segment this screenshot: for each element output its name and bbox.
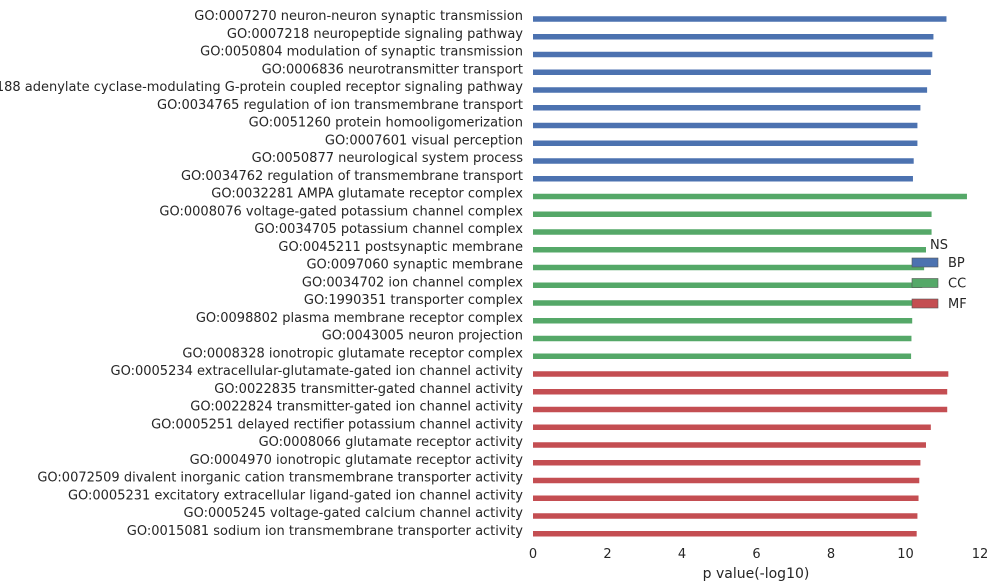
category-label: GO:0022835 transmitter-gated channel act… (214, 382, 523, 397)
bar-bp (533, 158, 914, 164)
bar-bp (533, 105, 921, 111)
bar-mf (533, 424, 931, 430)
category-label: GO:0004970 ionotropic glutamate receptor… (190, 453, 524, 468)
category-label: GO:0032281 AMPA glutamate receptor compl… (211, 187, 523, 202)
bar-cc (533, 264, 925, 271)
bar-bp (533, 140, 918, 146)
category-label: GO:0008076 voltage-gated potassium chann… (159, 204, 523, 219)
x-tick-label: 12 (972, 547, 989, 562)
legend-label-cc: CC (948, 277, 966, 292)
bar-cc (533, 300, 921, 306)
legend-swatch-cc (911, 278, 939, 288)
category-label: GO:0097060 synaptic membrane (306, 258, 523, 273)
category-label: GO:0034762 regulation of transmembrane t… (181, 169, 523, 184)
bar-cc (533, 318, 913, 324)
bar-bp (533, 122, 918, 129)
bar-cc (533, 211, 932, 217)
x-axis-ticks: 0 2 4 6 8 10 12 (529, 547, 988, 562)
legend-title: NS (930, 238, 948, 253)
bar-group (533, 16, 967, 537)
bar-cc (533, 247, 926, 253)
legend-swatch-mf (911, 298, 939, 309)
bar-bp (533, 87, 928, 93)
category-label: GO:0045211 postsynaptic membrane (278, 240, 523, 255)
bar-mf (533, 495, 919, 501)
bar-mf (533, 442, 926, 448)
bar-cc (533, 193, 967, 200)
legend: NS BP CC MF (911, 238, 967, 312)
category-label: GO:0008328 ionotropic glutamate receptor… (182, 346, 523, 361)
category-label: GO:0007218 neuropeptide signaling pathwa… (227, 27, 523, 42)
bar-bp (533, 16, 947, 22)
legend-swatch-bp (911, 257, 939, 268)
category-label: GO:0022824 transmitter-gated ion channel… (190, 400, 523, 415)
category-label: GO:0005251 delayed rectifier potassium c… (151, 417, 523, 432)
x-tick-label: 6 (752, 547, 760, 562)
category-label: GO:0005231 excitatory extracellular liga… (68, 488, 523, 503)
bar-bp (533, 34, 934, 40)
bar-mf (533, 513, 918, 519)
x-tick-label: 0 (529, 547, 537, 562)
category-label: GO:0034765 regulation of ion transmembra… (157, 98, 523, 113)
category-label: GO:0050804 modulation of synaptic transm… (200, 45, 523, 60)
bar-mf (533, 460, 921, 466)
category-label: GO:0050877 neurological system process (252, 151, 524, 166)
category-labels: GO:0007270 neuron-neuron synaptic transm… (0, 9, 523, 539)
category-label: GO:0006836 neurotransmitter transport (262, 62, 523, 77)
category-label: GO:0007270 neuron-neuron synaptic transm… (194, 9, 523, 24)
bar-mf (533, 531, 917, 537)
category-label: GO:1990351 transporter complex (304, 293, 523, 308)
bar-mf (533, 389, 948, 395)
category-label: GO:0007188 adenylate cyclase-modulating … (0, 80, 523, 95)
category-label: GO:0008066 glutamate receptor activity (259, 435, 524, 450)
category-label: GO:0015081 sodium ion transmembrane tran… (127, 524, 523, 539)
category-label: GO:0043005 neuron projection (322, 329, 523, 344)
bar-cc (533, 353, 912, 359)
bar-mf (533, 477, 920, 484)
bar-cc (533, 229, 932, 235)
legend-label-mf: MF (948, 297, 967, 312)
bar-bp (533, 69, 931, 75)
category-label: GO:0034705 potassium channel complex (254, 222, 523, 237)
legend-label-bp: BP (948, 256, 965, 271)
category-label: GO:0007601 visual perception (325, 133, 523, 148)
bar-mf (533, 371, 949, 377)
x-axis-label: p value(-log10) (703, 566, 810, 582)
bar-bp (533, 176, 913, 182)
bar-bp (533, 51, 933, 58)
category-label: GO:0072509 divalent inorganic cation tra… (37, 471, 523, 486)
bar-cc (533, 282, 923, 288)
category-label: GO:0098802 plasma membrane receptor comp… (196, 311, 523, 326)
x-tick-label: 8 (827, 547, 835, 562)
x-tick-label: 10 (897, 547, 914, 562)
category-label: GO:0034702 ion channel complex (302, 275, 523, 290)
x-tick-label: 4 (678, 547, 686, 562)
category-label: GO:0005245 voltage-gated calcium channel… (184, 506, 524, 521)
category-label: GO:0051260 protein homooligomerization (249, 116, 523, 131)
bar-cc (533, 335, 912, 342)
x-tick-label: 2 (603, 547, 611, 562)
bar-mf (533, 406, 948, 413)
category-label: GO:0005234 extracellular-glutamate-gated… (111, 364, 524, 379)
